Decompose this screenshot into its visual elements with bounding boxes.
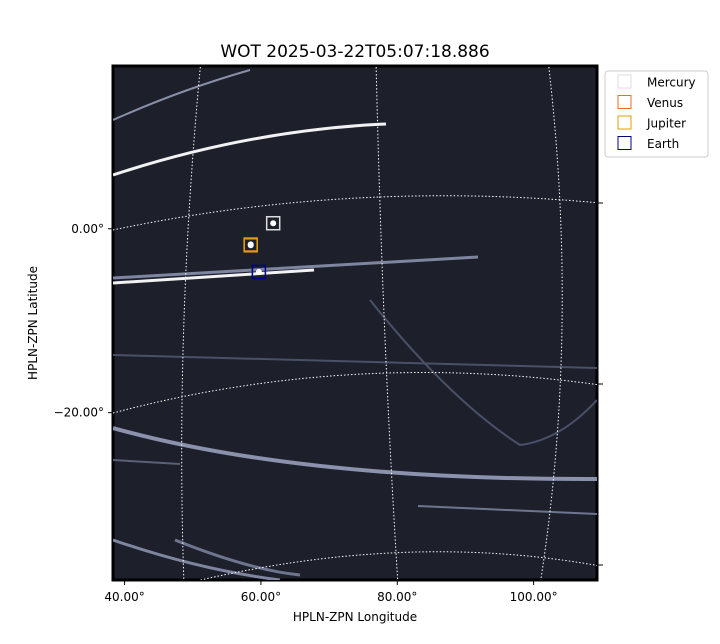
legend: Mercury Venus Jupiter Earth — [604, 70, 709, 158]
planet-glow — [270, 220, 277, 227]
legend-box — [604, 70, 709, 158]
legend-label: Jupiter — [646, 117, 686, 131]
planet-marker — [251, 264, 267, 280]
chart-title: WOT 2025-03-22T05:07:18.886 — [220, 42, 489, 62]
y-tick-label: 0.00° — [71, 222, 104, 236]
y-tick-label: −20.00° — [54, 406, 104, 420]
legend-label: Venus — [647, 96, 683, 110]
planet-marker — [243, 238, 258, 253]
legend-label: Mercury — [647, 76, 696, 90]
x-axis-label: HPLN-ZPN Longitude — [293, 610, 417, 624]
x-tick-label: 80.00° — [377, 590, 417, 604]
coordinate-grid — [113, 66, 597, 580]
legend-swatch — [617, 136, 632, 150]
planet-marker — [265, 215, 281, 231]
planet-glow — [255, 268, 262, 275]
sky-image — [111, 64, 599, 582]
legend-swatch — [617, 74, 632, 89]
legend-label: Earth — [647, 137, 679, 151]
image-streaks — [113, 69, 597, 580]
x-tick-label: 100.00° — [510, 590, 558, 604]
x-tick-label: 60.00° — [241, 590, 281, 604]
y-axis-label: HPLN-ZPN Latitude — [26, 266, 40, 380]
legend-swatch — [617, 95, 632, 109]
right-ticks — [597, 202, 603, 566]
x-tick-label: 40.00° — [104, 590, 144, 604]
legend-swatch — [617, 115, 632, 130]
planet-glow — [247, 242, 254, 249]
